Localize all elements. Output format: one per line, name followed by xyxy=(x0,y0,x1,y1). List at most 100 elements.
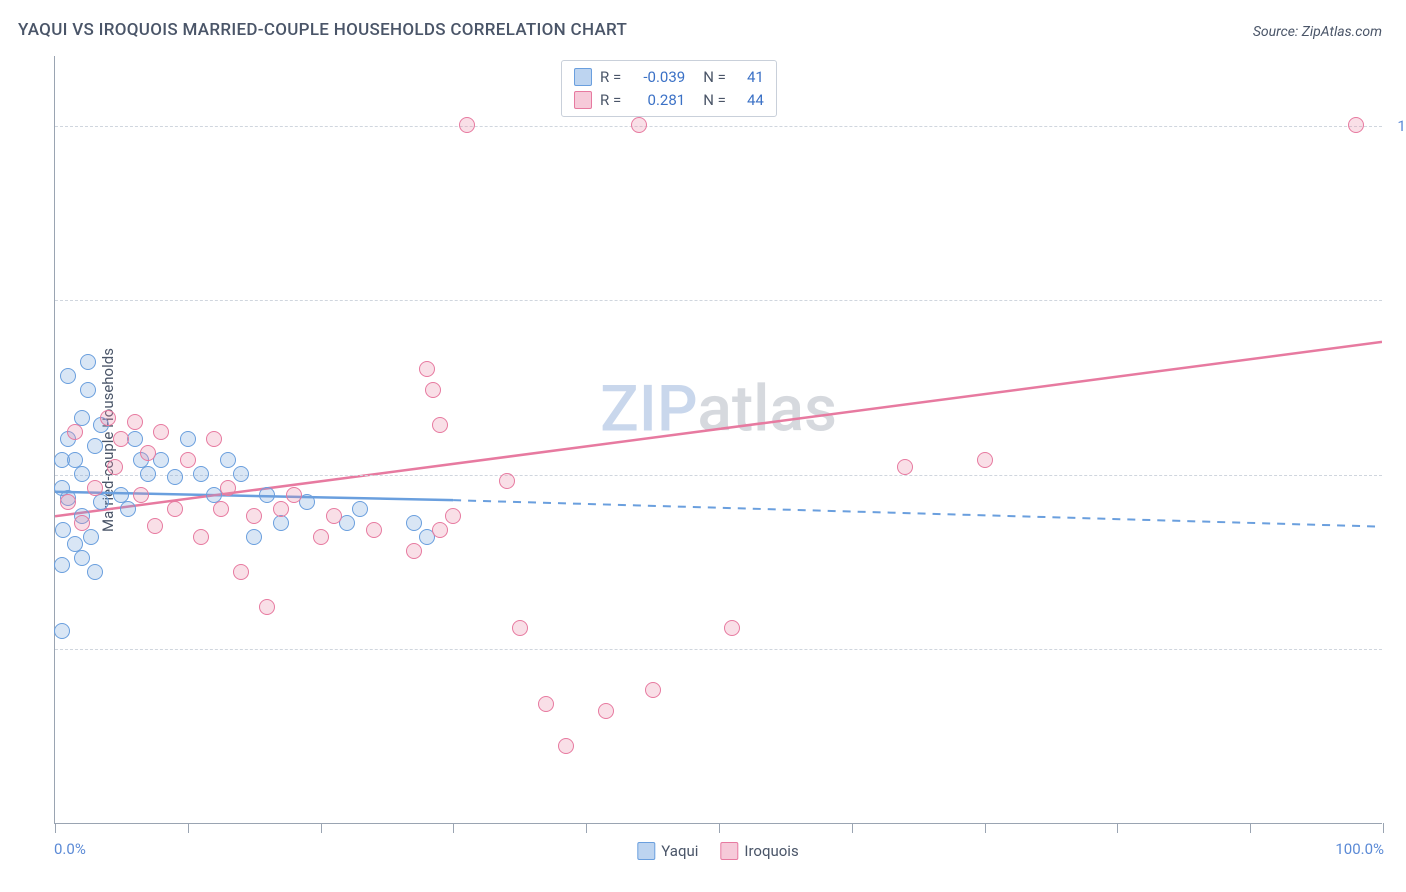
data-point xyxy=(459,117,475,133)
data-point xyxy=(313,529,329,545)
gridline-h xyxy=(55,300,1382,301)
stats-legend-box: R = -0.039 N = 41 R = 0.281 N = 44 xyxy=(561,60,777,117)
legend-label-yaqui: Yaqui xyxy=(661,842,698,860)
data-point xyxy=(87,480,103,496)
data-point xyxy=(406,543,422,559)
data-point xyxy=(193,529,209,545)
data-point xyxy=(233,564,249,580)
data-point xyxy=(1348,117,1364,133)
data-point xyxy=(286,487,302,503)
data-point xyxy=(80,354,96,370)
data-point xyxy=(120,501,136,517)
data-point xyxy=(180,431,196,447)
data-point xyxy=(406,515,422,531)
data-point xyxy=(55,522,71,538)
x-tick xyxy=(1117,823,1118,833)
gridline-h xyxy=(55,475,1382,476)
data-point xyxy=(259,487,275,503)
data-point xyxy=(127,414,143,430)
x-tick xyxy=(719,823,720,833)
data-point xyxy=(140,466,156,482)
watermark: ZIPatlas xyxy=(600,371,837,446)
data-point xyxy=(419,361,435,377)
x-tick xyxy=(1383,823,1384,833)
x-tick xyxy=(453,823,454,833)
data-point xyxy=(432,522,448,538)
watermark-part-a: ZIP xyxy=(600,371,697,446)
legend-item-iroquois: Iroquois xyxy=(720,842,798,860)
data-point xyxy=(87,438,103,454)
data-point xyxy=(538,696,554,712)
data-point xyxy=(60,494,76,510)
data-point xyxy=(631,117,647,133)
data-point xyxy=(897,459,913,475)
data-point xyxy=(93,494,109,510)
x-axis-max-label: 100.0% xyxy=(1335,840,1384,858)
x-tick xyxy=(55,823,56,833)
x-tick xyxy=(586,823,587,833)
trend-line-dashed xyxy=(453,500,1382,526)
plot-container: Married-couple Households ZIPatlas R = -… xyxy=(54,56,1382,824)
data-point xyxy=(167,501,183,517)
data-point xyxy=(54,623,70,639)
data-point xyxy=(180,452,196,468)
watermark-part-b: atlas xyxy=(697,371,837,446)
stats-r-label: R = xyxy=(600,66,621,89)
data-point xyxy=(425,382,441,398)
data-point xyxy=(80,382,96,398)
data-point xyxy=(499,473,515,489)
data-point xyxy=(366,522,382,538)
data-point xyxy=(74,515,90,531)
x-tick xyxy=(188,823,189,833)
data-point xyxy=(977,452,993,468)
data-point xyxy=(259,599,275,615)
legend-swatch-iroquois xyxy=(720,842,738,860)
x-axis-min-label: 0.0% xyxy=(54,840,86,858)
data-point xyxy=(326,508,342,524)
data-point xyxy=(140,445,156,461)
stats-row-yaqui: R = -0.039 N = 41 xyxy=(574,66,764,89)
swatch-yaqui xyxy=(574,68,592,86)
gridline-h xyxy=(55,649,1382,650)
data-point xyxy=(724,620,740,636)
data-point xyxy=(512,620,528,636)
data-point xyxy=(220,480,236,496)
legend-swatch-yaqui xyxy=(637,842,655,860)
data-point xyxy=(246,529,262,545)
data-point xyxy=(83,529,99,545)
data-point xyxy=(432,417,448,433)
stats-n-value-yaqui: 41 xyxy=(734,66,764,89)
data-point xyxy=(113,431,129,447)
data-point xyxy=(60,368,76,384)
stats-n-label: N = xyxy=(703,89,726,112)
data-point xyxy=(193,466,209,482)
data-point xyxy=(67,424,83,440)
data-point xyxy=(87,564,103,580)
y-grid-label: 100.0% xyxy=(1397,117,1406,135)
x-tick xyxy=(985,823,986,833)
swatch-iroquois xyxy=(574,91,592,109)
data-point xyxy=(167,469,183,485)
stats-r-label: R = xyxy=(600,89,621,112)
data-point xyxy=(352,501,368,517)
data-point xyxy=(273,501,289,517)
legend-label-iroquois: Iroquois xyxy=(744,842,798,860)
stats-n-label: N = xyxy=(703,66,726,89)
legend-item-yaqui: Yaqui xyxy=(637,842,698,860)
data-point xyxy=(206,431,222,447)
stats-r-value-iroquois: 0.281 xyxy=(629,89,685,112)
data-point xyxy=(147,518,163,534)
stats-r-value-yaqui: -0.039 xyxy=(629,66,685,89)
gridline-h xyxy=(55,126,1382,127)
data-point xyxy=(558,738,574,754)
data-point xyxy=(598,703,614,719)
data-point xyxy=(100,410,116,426)
data-point xyxy=(74,466,90,482)
data-point xyxy=(233,466,249,482)
x-tick xyxy=(852,823,853,833)
source-attribution: Source: ZipAtlas.com xyxy=(1253,24,1382,40)
trend-line-solid xyxy=(55,342,1382,516)
stats-n-value-iroquois: 44 xyxy=(734,89,764,112)
stats-row-iroquois: R = 0.281 N = 44 xyxy=(574,89,764,112)
x-tick xyxy=(1250,823,1251,833)
